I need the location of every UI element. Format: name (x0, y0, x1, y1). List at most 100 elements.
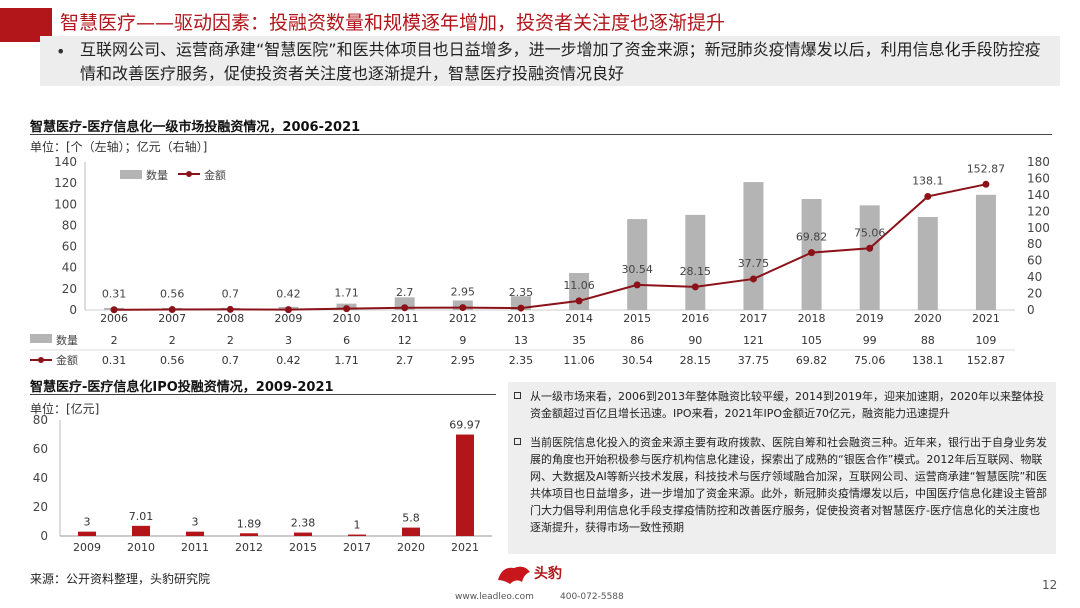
line-data-label: 2.95 (451, 286, 476, 299)
bar-ipo (78, 531, 96, 536)
line-point-amount (226, 305, 234, 313)
table-cell-amount: 75.06 (854, 354, 886, 367)
x-tick-label: 2010 (127, 541, 155, 554)
bar-ipo (294, 532, 312, 536)
bar-count (743, 182, 764, 310)
x-tick-label: 2020 (914, 312, 942, 325)
chart1-unit: 单位：[个（左轴）；亿元（右轴）] (30, 140, 208, 154)
table-cell-amount: 2.95 (451, 354, 476, 367)
table-cell-amount: 152.87 (967, 354, 1006, 367)
x-tick-label: 2021 (972, 312, 1000, 325)
table-cell-count: 2 (169, 334, 176, 347)
x-tick-label: 2012 (449, 312, 477, 325)
leopard-logo-icon (498, 566, 530, 584)
x-tick-label: 2021 (451, 541, 479, 554)
chart2-title: 智慧医疗-医疗信息化IPO投融资情况，2009-2021 (30, 380, 334, 395)
x-tick-label: 2014 (565, 312, 593, 325)
line-point-amount (168, 306, 176, 314)
right-axis-tick-label: 80 (1027, 237, 1042, 251)
table-cell-amount: 37.75 (738, 354, 770, 367)
table-cell-amount: 0.31 (102, 354, 127, 367)
line-point-amount (924, 192, 932, 200)
line-data-label: 30.54 (621, 263, 653, 276)
table-row-label-amount: 金额 (56, 353, 78, 367)
chart2-ipo-bar-chart: 0 20 40 60 80 3 7.01 3 1.89 2.38 1 5.8 69.97 2009 2010… (33, 413, 492, 554)
y-axis-tick-label: 20 (33, 500, 48, 514)
left-axis-tick-label: 100 (54, 197, 77, 211)
right-axis-tick-label: 140 (1027, 188, 1050, 202)
x-tick-label: 2016 (681, 312, 709, 325)
line-point-amount (401, 304, 409, 312)
line-data-label: 11.06 (563, 279, 595, 292)
x-tick-label: 2011 (181, 541, 209, 554)
line-point-amount (284, 306, 292, 314)
x-tick-label: 2009 (73, 541, 101, 554)
note-text: 从一级市场来看，2006到2013年整体融资比较平缓，2014到2019年，迎来… (530, 390, 1044, 420)
x-tick-label: 2017 (739, 312, 767, 325)
table-row-label-count: 数量 (56, 334, 78, 347)
x-tick-label: 2013 (507, 312, 535, 325)
table-cell-count: 90 (688, 334, 702, 347)
line-data-label: 138.1 (912, 174, 944, 187)
right-axis-tick-label: 100 (1027, 221, 1050, 235)
footer-phone: 400-072-5588 (560, 592, 624, 602)
table-cell-count: 86 (630, 334, 644, 347)
line-point-amount (982, 180, 990, 188)
table-cell-amount: 2.7 (396, 354, 414, 367)
bar-data-label: 3 (192, 516, 199, 529)
table-cell-count: 35 (572, 334, 586, 347)
x-tick-label: 2006 (100, 312, 128, 325)
brand-logo-text: 头豹 (534, 566, 562, 582)
table-marker-amount (38, 357, 44, 363)
bar-data-label: 69.97 (449, 419, 481, 432)
chart1-title-rule (30, 134, 1052, 135)
x-tick-label: 2010 (333, 312, 361, 325)
line-point-amount (575, 297, 583, 305)
bar-ipo (240, 533, 258, 536)
left-axis-tick-label: 80 (62, 218, 77, 232)
line-data-label: 0.42 (276, 288, 301, 301)
table-cell-count: 3 (285, 334, 292, 347)
table-cell-amount: 0.42 (276, 354, 301, 367)
line-point-amount (459, 304, 467, 312)
bar-count (685, 214, 706, 310)
y-axis-tick-label: 40 (33, 471, 48, 485)
x-tick-label: 2012 (235, 541, 263, 554)
legend-swatch-count (120, 170, 142, 179)
line-point-amount (633, 281, 641, 289)
line-data-label: 0.31 (102, 288, 127, 301)
table-cell-amount: 138.1 (912, 354, 944, 367)
left-axis-tick-label: 40 (62, 261, 77, 275)
analysis-notes: 从一级市场来看，2006到2013年整体融资比较平缓，2014到2019年，迎来… (508, 382, 1056, 554)
line-data-label: 0.7 (222, 287, 240, 300)
series-line-amount (114, 183, 987, 311)
line-point-amount (517, 304, 525, 312)
bar-ipo (348, 534, 366, 536)
line-data-label: 28.15 (680, 265, 712, 278)
table-cell-count: 6 (343, 334, 350, 347)
x-tick-label: 2008 (216, 312, 244, 325)
bar-data-label: 7.01 (129, 510, 154, 523)
bar-ipo (132, 525, 150, 536)
y-axis-tick-label: 60 (33, 442, 48, 456)
bar-data-label: 5.8 (402, 512, 420, 525)
line-data-label: 37.75 (738, 257, 770, 270)
chart2-unit: 单位：[亿元] (30, 402, 100, 416)
y-axis-tick-label: 0 (40, 529, 48, 543)
legend-marker-amount (186, 171, 192, 177)
note-text: 当前医院信息化投入的资金来源主要有政府拨款、医院自筹和社会融资三种。近年来，银行… (530, 436, 1048, 534)
table-cell-amount: 28.15 (680, 354, 712, 367)
line-data-label: 69.82 (796, 231, 828, 244)
table-cell-count: 109 (975, 334, 996, 347)
line-data-label: 1.71 (334, 287, 359, 300)
left-axis-tick-label: 120 (54, 176, 77, 190)
x-tick-label: 2015 (623, 312, 651, 325)
table-cell-amount: 30.54 (621, 354, 653, 367)
bar-count (917, 216, 938, 310)
table-cell-count: 2 (227, 334, 234, 347)
bar-data-label: 2.38 (291, 517, 316, 530)
x-tick-label: 2019 (856, 312, 884, 325)
table-cell-amount: 11.06 (563, 354, 595, 367)
left-axis-tick-label: 140 (54, 155, 77, 169)
x-tick-label: 2017 (343, 541, 371, 554)
